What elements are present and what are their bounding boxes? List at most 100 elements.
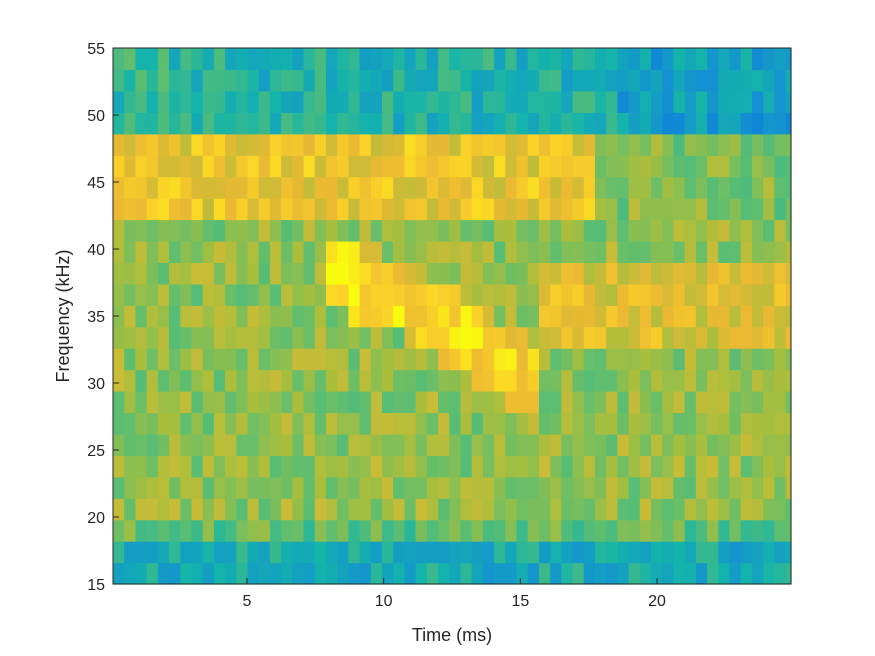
heatmap-cell bbox=[651, 520, 663, 542]
heatmap-cell bbox=[124, 155, 136, 177]
heatmap-cell bbox=[584, 520, 596, 542]
heatmap-cell bbox=[494, 498, 506, 520]
heatmap-cell bbox=[158, 241, 170, 263]
heatmap-cell bbox=[662, 412, 674, 434]
heatmap-cell bbox=[505, 563, 517, 585]
heatmap-cell bbox=[449, 220, 461, 242]
heatmap-cell bbox=[326, 91, 338, 113]
heatmap-cell bbox=[584, 91, 596, 113]
heatmap-cell bbox=[180, 498, 192, 520]
heatmap-cell bbox=[539, 134, 551, 156]
heatmap-cell bbox=[640, 262, 652, 284]
heatmap-cell bbox=[517, 305, 529, 327]
heatmap-cell bbox=[191, 112, 203, 134]
heatmap-cell bbox=[382, 391, 394, 413]
heatmap-cell bbox=[169, 177, 181, 199]
heatmap-cell bbox=[494, 198, 506, 220]
heatmap-cell bbox=[236, 155, 248, 177]
heatmap-cell bbox=[539, 434, 551, 456]
heatmap-cell bbox=[135, 563, 147, 585]
heatmap-cell bbox=[595, 412, 607, 434]
heatmap-cell bbox=[640, 412, 652, 434]
heatmap-cell bbox=[438, 455, 450, 477]
heatmap-cell bbox=[741, 134, 753, 156]
heatmap-cell bbox=[729, 134, 741, 156]
heatmap-cell bbox=[438, 477, 450, 499]
heatmap-cell bbox=[685, 220, 697, 242]
heatmap-cell bbox=[124, 563, 136, 585]
heatmap-cell bbox=[752, 91, 764, 113]
heatmap-cell bbox=[416, 434, 428, 456]
heatmap-cell bbox=[169, 520, 181, 542]
heatmap-cell bbox=[348, 520, 360, 542]
heatmap-cell bbox=[774, 391, 786, 413]
heatmap-cell bbox=[763, 434, 775, 456]
heatmap-cell bbox=[517, 498, 529, 520]
heatmap-cell bbox=[315, 541, 327, 563]
heatmap-cell bbox=[729, 477, 741, 499]
heatmap-cell bbox=[236, 412, 248, 434]
heatmap-cell bbox=[158, 327, 170, 349]
heatmap-cell bbox=[752, 284, 764, 306]
heatmap-cell bbox=[348, 112, 360, 134]
heatmap-cell bbox=[404, 69, 416, 91]
heatmap-cell bbox=[718, 434, 730, 456]
heatmap-cell bbox=[550, 241, 562, 263]
heatmap-cell bbox=[124, 520, 136, 542]
heatmap-cell bbox=[382, 434, 394, 456]
heatmap-cell bbox=[191, 412, 203, 434]
heatmap-cell bbox=[270, 520, 282, 542]
heatmap-cell bbox=[416, 69, 428, 91]
heatmap-cell bbox=[718, 284, 730, 306]
heatmap-cell bbox=[236, 563, 248, 585]
heatmap-cell bbox=[662, 370, 674, 392]
heatmap-cell bbox=[505, 155, 517, 177]
heatmap-cell bbox=[124, 91, 136, 113]
heatmap-cell bbox=[449, 155, 461, 177]
heatmap-cell bbox=[584, 477, 596, 499]
heatmap-cell bbox=[292, 112, 304, 134]
heatmap-cell bbox=[158, 155, 170, 177]
heatmap-cell bbox=[763, 134, 775, 156]
heatmap-cell bbox=[763, 455, 775, 477]
heatmap-cell bbox=[718, 220, 730, 242]
heatmap-cell bbox=[696, 134, 708, 156]
heatmap-cell bbox=[191, 134, 203, 156]
heatmap-cell bbox=[539, 262, 551, 284]
heatmap-cell bbox=[180, 327, 192, 349]
heatmap-cell bbox=[326, 327, 338, 349]
heatmap-cell bbox=[337, 305, 349, 327]
heatmap-cell bbox=[595, 177, 607, 199]
heatmap-cell bbox=[573, 177, 585, 199]
heatmap-cell bbox=[617, 412, 629, 434]
heatmap-cell bbox=[147, 69, 159, 91]
heatmap-cell bbox=[449, 477, 461, 499]
heatmap-cell bbox=[685, 305, 697, 327]
heatmap-cell bbox=[449, 520, 461, 542]
heatmap-cell bbox=[763, 391, 775, 413]
heatmap-cell bbox=[292, 348, 304, 370]
heatmap-cell bbox=[180, 112, 192, 134]
heatmap-cell bbox=[236, 370, 248, 392]
heatmap-cell bbox=[763, 370, 775, 392]
heatmap-cell bbox=[673, 498, 685, 520]
heatmap-cell bbox=[281, 498, 293, 520]
heatmap-cell bbox=[539, 327, 551, 349]
heatmap-cell bbox=[673, 91, 685, 113]
heatmap-cell bbox=[337, 284, 349, 306]
heatmap-cell bbox=[752, 370, 764, 392]
heatmap-cell bbox=[360, 412, 372, 434]
heatmap-cell bbox=[404, 220, 416, 242]
heatmap-cell bbox=[763, 327, 775, 349]
heatmap-cell bbox=[393, 520, 405, 542]
heatmap-cell bbox=[673, 434, 685, 456]
heatmap-cell bbox=[360, 498, 372, 520]
heatmap-cell bbox=[292, 262, 304, 284]
heatmap-cell bbox=[472, 305, 484, 327]
heatmap-cell bbox=[292, 391, 304, 413]
heatmap-cell bbox=[304, 412, 316, 434]
heatmap-cell bbox=[427, 348, 439, 370]
heatmap-cell bbox=[729, 262, 741, 284]
heatmap-cell bbox=[718, 520, 730, 542]
heatmap-cell bbox=[304, 348, 316, 370]
